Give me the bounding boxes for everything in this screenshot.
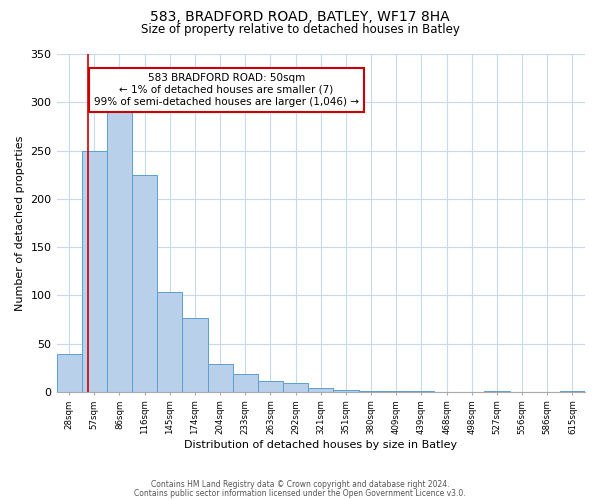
- Y-axis label: Number of detached properties: Number of detached properties: [15, 136, 25, 310]
- Bar: [560, 391, 585, 392]
- Bar: [56, 354, 82, 392]
- Bar: [182, 318, 208, 392]
- Bar: [208, 364, 233, 392]
- Bar: [383, 391, 409, 392]
- Text: 583, BRADFORD ROAD, BATLEY, WF17 8HA: 583, BRADFORD ROAD, BATLEY, WF17 8HA: [150, 10, 450, 24]
- Text: Contains public sector information licensed under the Open Government Licence v3: Contains public sector information licen…: [134, 490, 466, 498]
- Bar: [283, 383, 308, 392]
- Bar: [82, 150, 107, 392]
- Bar: [484, 391, 509, 392]
- Bar: [334, 390, 359, 392]
- Bar: [258, 382, 283, 392]
- Bar: [308, 388, 334, 392]
- Bar: [409, 391, 434, 392]
- Bar: [107, 111, 132, 392]
- Text: Size of property relative to detached houses in Batley: Size of property relative to detached ho…: [140, 22, 460, 36]
- Bar: [132, 174, 157, 392]
- Bar: [359, 391, 383, 392]
- Bar: [157, 292, 182, 392]
- Text: Contains HM Land Registry data © Crown copyright and database right 2024.: Contains HM Land Registry data © Crown c…: [151, 480, 449, 489]
- Bar: [233, 374, 258, 392]
- X-axis label: Distribution of detached houses by size in Batley: Distribution of detached houses by size …: [184, 440, 457, 450]
- Text: 583 BRADFORD ROAD: 50sqm
← 1% of detached houses are smaller (7)
99% of semi-det: 583 BRADFORD ROAD: 50sqm ← 1% of detache…: [94, 74, 359, 106]
